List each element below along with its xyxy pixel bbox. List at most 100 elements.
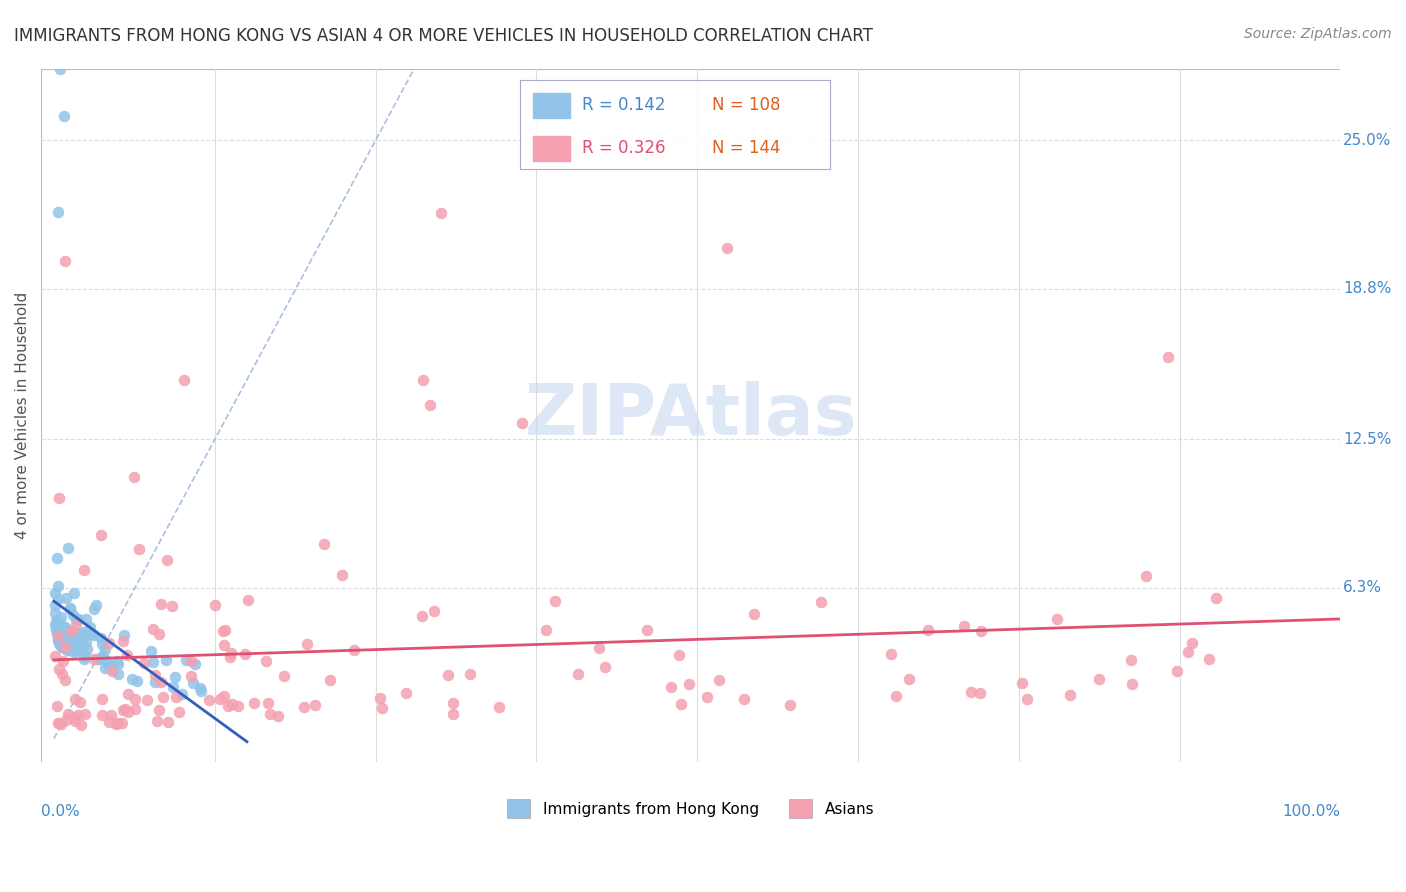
Point: [112, 628, 135, 642]
Point: [46, 629, 69, 643]
Point: [180, 654, 202, 668]
Point: [63, 586, 86, 600]
Point: [304, 698, 326, 712]
Point: [174, 653, 197, 667]
Point: [212, 689, 235, 703]
Point: [75, 612, 97, 626]
Point: [105, 654, 128, 668]
Point: [152, 690, 174, 704]
Point: [75, 649, 97, 664]
Point: [1015, 691, 1038, 706]
Point: [218, 650, 240, 665]
Point: [98, 636, 121, 650]
FancyBboxPatch shape: [533, 93, 569, 118]
Point: [51, 640, 73, 655]
Point: [48, 632, 70, 647]
Point: [141, 644, 163, 658]
Point: [91, 692, 114, 706]
Point: [1088, 672, 1111, 686]
Point: [63, 632, 86, 646]
Point: [160, 599, 183, 613]
Point: [148, 703, 170, 717]
Point: [190, 684, 212, 698]
Text: 100.0%: 100.0%: [1282, 804, 1340, 819]
Point: [395, 686, 418, 700]
Point: [122, 470, 145, 484]
Point: [49, 717, 72, 731]
Point: [55, 713, 77, 727]
Point: [214, 623, 236, 637]
Point: [292, 700, 315, 714]
Point: [969, 686, 991, 700]
Point: [58, 643, 80, 657]
Point: [100, 707, 122, 722]
Point: [898, 672, 921, 686]
Point: [183, 657, 205, 672]
Text: 0.0%: 0.0%: [41, 804, 80, 819]
Point: [419, 398, 441, 412]
Point: [125, 674, 148, 689]
Point: [510, 416, 533, 430]
Point: [55, 639, 77, 653]
Point: [211, 624, 233, 639]
Point: [44, 618, 66, 632]
Point: [48, 638, 70, 652]
Point: [44, 586, 66, 600]
Point: [1059, 689, 1081, 703]
Point: [163, 670, 186, 684]
Point: [221, 646, 243, 660]
Point: [89, 650, 111, 665]
Point: [73, 627, 96, 641]
Point: [157, 714, 180, 729]
Point: [707, 673, 730, 687]
Point: [66, 612, 89, 626]
Legend: Immigrants from Hong Kong, Asians: Immigrants from Hong Kong, Asians: [502, 793, 880, 824]
Point: [107, 715, 129, 730]
Point: [94, 661, 117, 675]
Point: [221, 698, 243, 712]
Point: [69, 695, 91, 709]
Point: [458, 666, 481, 681]
Point: [49, 62, 72, 76]
Point: [960, 685, 983, 699]
Point: [79, 627, 101, 641]
Point: [56, 642, 79, 657]
Point: [544, 594, 567, 608]
Point: [75, 635, 97, 649]
Point: [65, 611, 87, 625]
Point: [143, 674, 166, 689]
Point: [273, 668, 295, 682]
Point: [173, 373, 195, 387]
Point: [91, 649, 114, 664]
Point: [65, 638, 87, 652]
Point: [45, 550, 67, 565]
Point: [73, 652, 96, 666]
Point: [423, 604, 446, 618]
Point: [441, 706, 464, 721]
Point: [67, 625, 90, 640]
Point: [716, 240, 738, 254]
Point: [880, 647, 903, 661]
Point: [135, 693, 157, 707]
Text: 18.8%: 18.8%: [1343, 281, 1392, 296]
Point: [226, 699, 249, 714]
Point: [60, 637, 83, 651]
Text: N = 108: N = 108: [711, 96, 780, 114]
Point: [107, 657, 129, 672]
Point: [167, 705, 190, 719]
Text: R = 0.326: R = 0.326: [582, 139, 665, 157]
Y-axis label: 4 or more Vehicles in Household: 4 or more Vehicles in Household: [15, 292, 30, 539]
Point: [48, 716, 70, 731]
Point: [56, 634, 79, 648]
Text: 12.5%: 12.5%: [1343, 432, 1392, 447]
Point: [46, 579, 69, 593]
Text: 6.3%: 6.3%: [1343, 581, 1382, 595]
Point: [79, 620, 101, 634]
Point: [112, 703, 135, 717]
Text: N = 144: N = 144: [711, 139, 780, 157]
Point: [67, 643, 90, 657]
Point: [742, 607, 765, 621]
Point: [588, 640, 610, 655]
Point: [437, 668, 460, 682]
Point: [188, 681, 211, 695]
